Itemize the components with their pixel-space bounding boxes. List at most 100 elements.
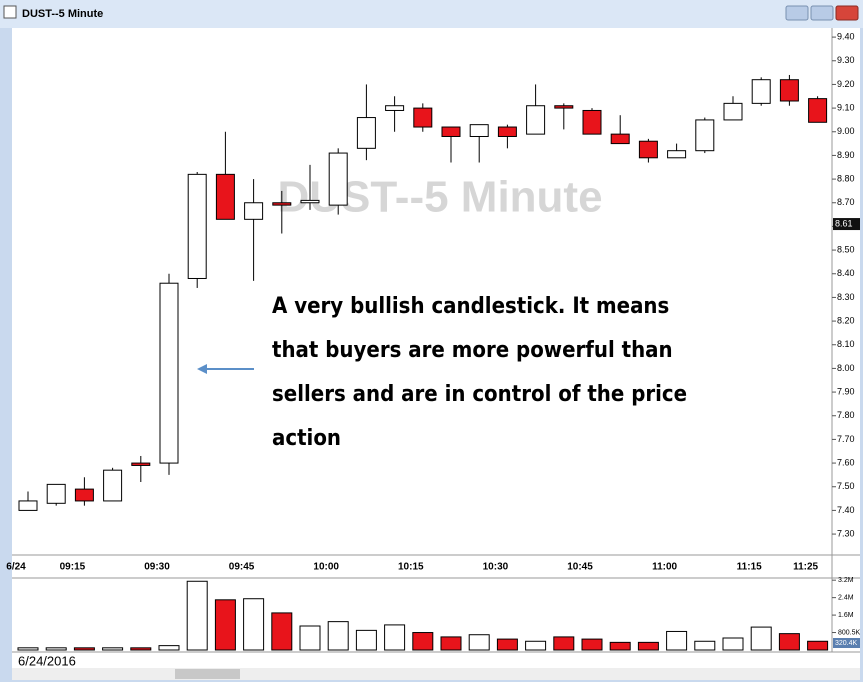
y-tick-label: 8.30	[837, 292, 855, 302]
candle-body	[385, 105, 405, 111]
volume-bar	[468, 634, 490, 651]
volume-bar	[637, 641, 659, 651]
y-tick-label: 8.40	[837, 268, 855, 278]
candle-body	[751, 79, 771, 104]
last-price-box	[833, 218, 860, 231]
volume-bar	[355, 629, 377, 651]
candle-body	[46, 483, 66, 504]
volume-bar	[384, 624, 406, 651]
y-tick-label: 7.70	[837, 434, 855, 444]
arrow-head	[197, 364, 207, 374]
candle-body	[723, 102, 743, 121]
y-tick-label: 8.10	[837, 339, 855, 349]
volume-bar	[271, 612, 293, 651]
y-tick-label: 1.6M	[838, 612, 854, 619]
x-tick-label: 10:15	[398, 562, 424, 573]
candle-body	[667, 150, 687, 159]
volume-bar	[17, 647, 39, 651]
y-tick-label: 2.4M	[838, 594, 854, 601]
chart-area	[12, 28, 860, 680]
x-tick-label: 09:30	[144, 562, 170, 573]
y-tick-label: 7.30	[837, 528, 855, 538]
y-tick-label: 7.40	[837, 505, 855, 515]
x-tick-label: 11:00	[652, 562, 677, 573]
scrollbar[interactable]	[12, 668, 860, 680]
watermark: DUST--5 Minute	[277, 173, 602, 222]
x-tick-label: 10:00	[313, 562, 339, 573]
volume-bar	[750, 626, 772, 651]
volume-bar	[73, 647, 95, 651]
volume-bar	[102, 647, 124, 651]
app-icon	[3, 5, 17, 19]
footer-date: 6/24/2016	[18, 653, 76, 668]
candle-body	[779, 79, 799, 102]
candle-body	[582, 109, 602, 135]
y-tick-label: 9.10	[837, 102, 855, 112]
scroll-thumb[interactable]	[175, 669, 240, 679]
volume-bar	[807, 640, 829, 651]
candle-body	[469, 124, 489, 137]
volume-bar	[186, 580, 208, 651]
last-volume-box	[833, 638, 860, 649]
volume-bar	[722, 637, 744, 651]
x-tick-label: 11:15	[737, 562, 762, 573]
volume-bar	[581, 638, 603, 651]
volume-bar	[243, 598, 265, 651]
volume-bar	[45, 647, 67, 651]
y-tick-label: 8.80	[837, 173, 855, 183]
candle-body	[610, 133, 630, 145]
x-tick-label: 09:15	[60, 562, 86, 573]
volume-bar	[553, 636, 575, 651]
close-button[interactable]	[835, 5, 859, 21]
y-tick-label: 7.90	[837, 386, 855, 396]
candle-body	[244, 202, 264, 220]
volume-bar	[130, 647, 152, 651]
volume-bar	[666, 630, 688, 651]
candle-body	[159, 282, 179, 464]
maximize-button[interactable]	[810, 5, 834, 21]
volume-bar	[214, 599, 236, 651]
volume-bar	[609, 641, 631, 651]
volume-bar	[778, 633, 800, 651]
candle-body	[554, 105, 574, 109]
candle-body	[103, 469, 123, 502]
volume-bar	[440, 636, 462, 651]
x-tick-label: 11:25	[793, 562, 818, 573]
candle-body	[300, 199, 320, 204]
candle-body	[356, 117, 376, 149]
y-tick-label: 800.5K	[838, 629, 861, 636]
candle-body	[526, 105, 546, 135]
candle-body	[808, 98, 828, 123]
candle-body	[131, 462, 151, 466]
x-tick-label: 09:45	[229, 562, 255, 573]
candle-body	[695, 119, 715, 152]
candle-body	[187, 173, 207, 279]
candle-body	[215, 173, 235, 220]
y-tick-label: 9.00	[837, 126, 855, 136]
x-tick-label: 6/24	[6, 562, 26, 573]
volume-bar	[412, 632, 434, 651]
y-tick-label: 8.70	[837, 197, 855, 207]
y-tick-label: 9.40	[837, 31, 855, 41]
annotation: A very bullish candlestick. It means tha…	[272, 294, 688, 451]
candle-body	[272, 202, 292, 206]
candle-body	[441, 126, 461, 137]
volume-bar	[327, 621, 349, 651]
candle-body	[638, 140, 658, 159]
y-tick-label: 7.60	[837, 457, 855, 467]
x-tick-label: 10:45	[567, 562, 593, 573]
minimize-button[interactable]	[785, 5, 809, 21]
volume-bar	[525, 640, 547, 651]
annotation-box: A very bullish candlestick. It means tha…	[272, 294, 688, 451]
y-tick-label: 8.20	[837, 315, 855, 325]
y-tick-label: 8.00	[837, 363, 855, 373]
volume-bar	[694, 640, 716, 651]
volume-bar	[299, 625, 321, 651]
y-tick-label: 7.50	[837, 481, 855, 491]
y-tick-label: 9.20	[837, 79, 855, 89]
x-tick-label: 10:30	[483, 562, 509, 573]
y-tick-label: 8.90	[837, 150, 855, 160]
candle-body	[497, 126, 517, 137]
